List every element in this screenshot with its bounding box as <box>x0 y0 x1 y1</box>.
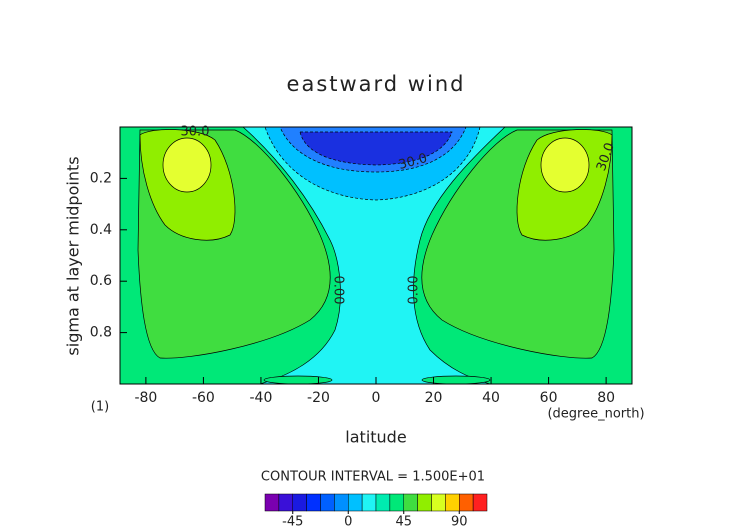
contour-label: 30.0 <box>181 125 210 140</box>
contour-interval: CONTOUR INTERVAL = 1.500E+01 <box>261 470 485 485</box>
y-tick-label: 0.2 <box>90 170 112 186</box>
colorbar-box <box>292 493 307 512</box>
colorbar-box <box>348 493 363 512</box>
colorbar-box <box>417 493 432 512</box>
contour-label: 30.0 <box>397 151 429 173</box>
x-units: (degree_north) <box>547 407 644 422</box>
chart-title: eastward wind <box>287 72 466 96</box>
x-tick-label: 0 <box>372 390 381 406</box>
colorbar-box <box>278 493 293 512</box>
contour-label: 0.00 <box>331 276 346 305</box>
x-tick-label: -80 <box>134 390 157 406</box>
colorbar-label: -45 <box>282 515 303 530</box>
colorbar-box <box>375 493 391 512</box>
colorbar-box <box>334 493 349 512</box>
left-jet <box>137 129 331 359</box>
x-tick-label: -60 <box>192 390 215 406</box>
colorbar-label: 0 <box>344 515 352 530</box>
colorbar-box <box>264 493 280 512</box>
colorbar-label: 90 <box>451 515 468 530</box>
y-tick-label: 0.6 <box>90 273 112 289</box>
x-tick-label: 20 <box>425 390 443 406</box>
colorbar-box <box>403 493 418 512</box>
region <box>299 131 453 166</box>
colorbar-box <box>361 493 377 512</box>
colorbar-box <box>459 493 474 512</box>
x-axis-label: latitude <box>345 428 406 447</box>
colorbar-label: 45 <box>395 515 412 530</box>
x-tick-label: 40 <box>482 390 500 406</box>
colorbar-box <box>431 493 446 512</box>
colorbar-box <box>320 493 335 512</box>
y-axis-label: sigma at layer midpoints <box>64 156 83 355</box>
colorbar-box <box>306 493 321 512</box>
contour-fill <box>119 126 633 385</box>
right-jet <box>421 129 615 359</box>
colorbar-box <box>389 493 404 512</box>
y-units: (1) <box>91 400 109 415</box>
colorbar-box <box>472 493 488 512</box>
y-tick-label: 0.4 <box>90 222 112 238</box>
x-tick-label: 60 <box>540 390 558 406</box>
y-tick-label: 0.8 <box>90 325 112 341</box>
colorbar-box <box>445 493 460 512</box>
contour-label: 0.00 <box>407 276 422 305</box>
x-tick-label: -20 <box>307 390 330 406</box>
x-tick-label: 80 <box>597 390 615 406</box>
x-tick-label: -40 <box>250 390 273 406</box>
